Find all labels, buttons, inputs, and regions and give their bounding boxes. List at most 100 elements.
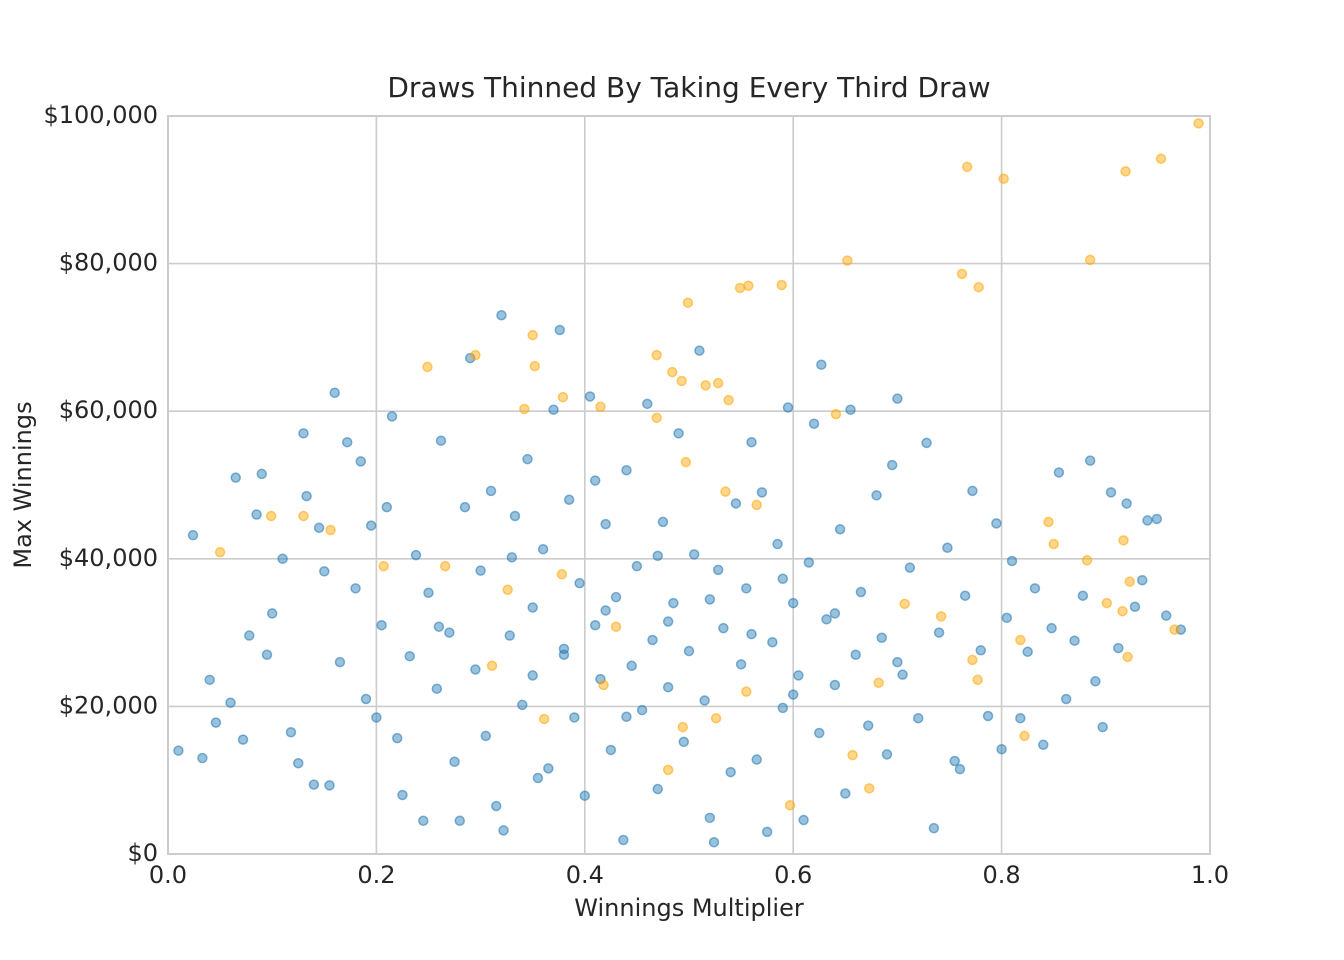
point (527, 670, 538, 681)
point (1001, 612, 1013, 624)
point (261, 649, 273, 660)
point (845, 404, 856, 415)
point (967, 485, 978, 497)
chart-title: Draws Thinned By Taking Every Third Draw (387, 71, 990, 104)
point (422, 361, 433, 373)
point (449, 756, 460, 767)
point (631, 560, 643, 572)
point (378, 560, 389, 572)
point (967, 654, 978, 666)
point (829, 608, 841, 619)
point (610, 591, 622, 603)
point (767, 636, 778, 648)
y-tick-label: $40,000 (59, 544, 158, 572)
point (464, 352, 476, 364)
point (439, 560, 451, 572)
point (431, 683, 443, 694)
point (814, 727, 825, 739)
point (699, 695, 710, 706)
point (610, 621, 622, 632)
point (435, 435, 447, 446)
point (454, 815, 466, 827)
point (982, 710, 994, 722)
point (873, 677, 884, 689)
x-axis-label: Winnings Multiplier (574, 894, 804, 922)
point (459, 501, 471, 513)
point (418, 815, 429, 827)
x-tick-label: 0.0 (149, 861, 187, 889)
point (256, 468, 268, 480)
point (444, 627, 455, 638)
point (1155, 153, 1167, 165)
x-tick-label: 0.4 (566, 861, 604, 889)
point (662, 616, 674, 627)
point (621, 711, 632, 722)
point (652, 783, 663, 795)
point (751, 754, 762, 765)
point (319, 566, 330, 577)
point (197, 752, 208, 764)
point (816, 359, 827, 370)
point (933, 627, 945, 638)
point (662, 681, 674, 693)
point (784, 800, 796, 811)
point (746, 628, 757, 640)
point (381, 501, 393, 513)
point (1081, 555, 1093, 566)
point (678, 736, 690, 748)
point (569, 712, 580, 723)
point (892, 656, 903, 668)
point (1169, 624, 1180, 635)
point (410, 549, 422, 561)
point (225, 697, 236, 708)
point (725, 766, 736, 778)
point (230, 472, 241, 483)
point (173, 745, 184, 756)
point (365, 520, 377, 531)
point (538, 713, 550, 725)
point (293, 757, 304, 769)
point (618, 834, 629, 846)
point (391, 732, 403, 744)
point (600, 605, 611, 616)
point (712, 377, 724, 389)
point (830, 408, 842, 420)
point (683, 645, 695, 657)
point (652, 550, 663, 562)
x-tick-label: 0.8 (983, 861, 1021, 889)
point (621, 464, 632, 476)
point (642, 398, 653, 410)
point (1120, 166, 1131, 177)
point (527, 602, 538, 613)
point (605, 744, 617, 756)
plot-frame (167, 115, 1211, 855)
point (956, 268, 968, 280)
point (486, 660, 498, 672)
point (776, 279, 787, 291)
point (777, 573, 789, 584)
point (710, 712, 722, 724)
point (1053, 467, 1065, 478)
point (921, 437, 932, 449)
point (558, 643, 570, 655)
point (527, 329, 538, 341)
point (991, 518, 1002, 529)
point (688, 549, 700, 560)
point (1193, 118, 1204, 129)
point (1084, 254, 1096, 266)
point (996, 743, 1007, 755)
point (595, 673, 606, 685)
point (677, 721, 688, 733)
point (1097, 721, 1108, 733)
point (285, 726, 297, 738)
point (376, 619, 387, 631)
point (682, 297, 694, 308)
point (741, 583, 752, 594)
point (673, 428, 684, 439)
point (961, 161, 973, 173)
point (329, 387, 340, 398)
point (787, 597, 799, 609)
point (397, 789, 408, 801)
point (959, 590, 971, 601)
point (574, 577, 585, 589)
